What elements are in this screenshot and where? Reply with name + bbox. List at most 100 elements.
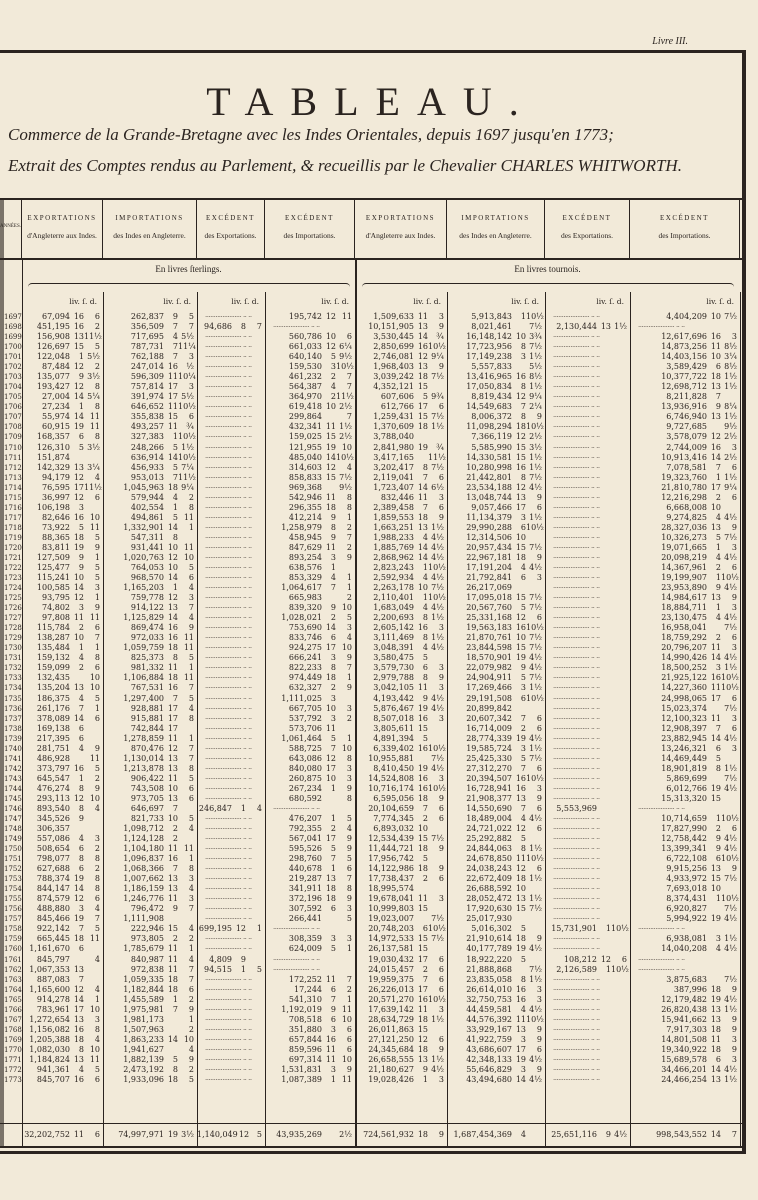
- empty-dotted-cell: ····················· ·· ··: [205, 664, 252, 673]
- value-cell: 7,917,303 18 9: [630, 1025, 740, 1035]
- value-cell: 9,915,256 13 9: [630, 864, 740, 874]
- livres-value: 657,844: [288, 1034, 322, 1044]
- sols-value: 13: [710, 382, 721, 392]
- livres-value: 391,974: [130, 392, 164, 402]
- livres-value: 18,901,819: [661, 763, 707, 773]
- value-cell: 4,193,442 9 4½: [355, 694, 447, 704]
- value-cell: 26,226,013 17 6: [355, 985, 447, 995]
- sols-value: 1: [172, 432, 178, 442]
- value-cell: 612,766 17 6: [355, 402, 447, 412]
- livres-value: 55,974: [42, 412, 70, 422]
- livres-value: 494,861: [130, 512, 164, 522]
- sols-value: 8: [78, 803, 84, 813]
- deniers-value: 6: [94, 492, 100, 502]
- value-cell: 839,320 9 10: [265, 603, 355, 613]
- value-cell: 3,417,165 11½: [355, 453, 447, 463]
- value-cell: 27,121,250 12 6: [355, 1035, 447, 1045]
- sols-value: 18: [417, 844, 428, 854]
- livres-value: 12,617,696: [661, 332, 707, 342]
- livres-value: 7,366,119: [471, 432, 512, 442]
- sols-value: 14: [710, 452, 721, 462]
- deniers-value: [84, 814, 103, 824]
- livres-value: 23,953,890: [661, 583, 707, 593]
- sols-value: 14: [167, 573, 178, 583]
- livres-value: 4,352,121: [373, 382, 414, 392]
- deniers-value: 2: [346, 713, 352, 723]
- deniers-value: 11: [183, 512, 194, 522]
- sols-value: 13: [167, 603, 178, 613]
- sols-value: 1: [78, 352, 84, 362]
- livres-value: 869,474: [130, 623, 164, 633]
- livres-value: 1,246,776: [123, 894, 164, 904]
- sols-value: 10: [417, 583, 428, 593]
- sols-value: 15: [515, 442, 526, 452]
- livres-value: 168,357: [36, 432, 70, 442]
- deniers-value: 6: [536, 613, 542, 623]
- value-cell: 26,011,863 15: [355, 1025, 447, 1035]
- livres-value: 858,833: [288, 472, 322, 482]
- value-cell: 40,177,789 19 4½: [447, 944, 545, 954]
- year-label: 1718: [4, 523, 22, 532]
- deniers-value: 7½: [339, 472, 352, 482]
- livres-value: 26,226,013: [368, 984, 414, 994]
- livres-value: 16,148,142: [466, 332, 512, 342]
- deniers-value: 9: [536, 934, 542, 944]
- value-cell: 2,823,243 1 10½: [355, 563, 447, 573]
- empty-dotted-cell: ····················· ·· ··: [553, 754, 600, 763]
- livres-value: 537,792: [288, 713, 322, 723]
- value-cell: 21,925,122 16 10½: [630, 673, 740, 683]
- deniers-value: 3: [536, 783, 542, 793]
- deniers-value: 6: [536, 1044, 542, 1054]
- value-cell: 15,023,374 7½: [630, 704, 740, 714]
- sols-value: 13: [167, 793, 178, 803]
- deniers-value: 4½: [431, 703, 444, 713]
- value-cell: 172,252 11 7: [265, 975, 355, 985]
- value-cell: 24,904,911 5 7½: [447, 673, 545, 683]
- deniers-value: 10½: [721, 573, 739, 583]
- value-cell: 94,686 8 7: [197, 322, 265, 332]
- deniers-value: 5: [188, 813, 194, 823]
- deniers-value: 2: [94, 362, 100, 372]
- livres-value: 122,048: [36, 352, 70, 362]
- empty-dotted-cell: ····················· ·· ··: [553, 604, 600, 613]
- sols-value: 13: [73, 964, 84, 974]
- value-cell: 20,104,659 7 6: [355, 804, 447, 814]
- livres-value: 1,272,654: [29, 1014, 70, 1024]
- sols-value: 8: [520, 974, 526, 984]
- empty-dotted-cell: ····················· ·· ··: [205, 624, 252, 633]
- sols-value: 17: [710, 693, 721, 703]
- value-cell: 632,327 2 9: [265, 683, 355, 693]
- livres-value: 953,013: [130, 472, 164, 482]
- sols-value: 11: [167, 773, 178, 783]
- sols-value: 16: [167, 623, 178, 633]
- deniers-value: 7½: [431, 462, 444, 472]
- value-cell: 1,981,173 1: [103, 1015, 197, 1025]
- livres-value: 1,064,617: [281, 583, 322, 593]
- value-cell: 2,850,699 16 10½: [355, 342, 447, 352]
- deniers-value: 1½: [529, 974, 542, 984]
- sols-value: 12: [73, 984, 84, 994]
- livres-value: 19,028,426: [368, 1075, 414, 1084]
- sols-value: 10: [710, 502, 721, 512]
- deniers-value: 8: [188, 763, 194, 773]
- sols-value: 7: [172, 693, 178, 703]
- sols-value: 1: [330, 813, 336, 823]
- value-cell: 832,446 11 3: [355, 493, 447, 503]
- table-row: 1741 486,928 11 1,130,014 13 7 ···············…: [0, 754, 742, 764]
- value-cell: 23,844,598 15 7½: [447, 643, 545, 653]
- sols-value: 8: [78, 1044, 84, 1054]
- livres-value: 387,996: [673, 984, 707, 994]
- livres-value: 845,466: [36, 914, 70, 924]
- livres-value: 8,374,431: [666, 894, 707, 904]
- livres-value: 14,984,617: [661, 593, 707, 603]
- livres-value: 14,524,808: [368, 773, 414, 783]
- empty-dotted-cell: ····················· ·· ··: [553, 463, 600, 472]
- empty-dotted-cell: ····················· ·· ··: [553, 533, 600, 542]
- year-label: 1749: [4, 835, 22, 844]
- value-cell: 667,705 10 3: [265, 704, 355, 714]
- sols-value: 16: [417, 773, 428, 783]
- empty-dotted-cell: ····················· ·· ··: [205, 453, 252, 462]
- empty-dotted-cell: ····················· ·· ··: [205, 413, 252, 422]
- value-cell: 646,652 11 10½: [103, 402, 197, 412]
- value-cell: 788,374 19 8: [22, 874, 103, 884]
